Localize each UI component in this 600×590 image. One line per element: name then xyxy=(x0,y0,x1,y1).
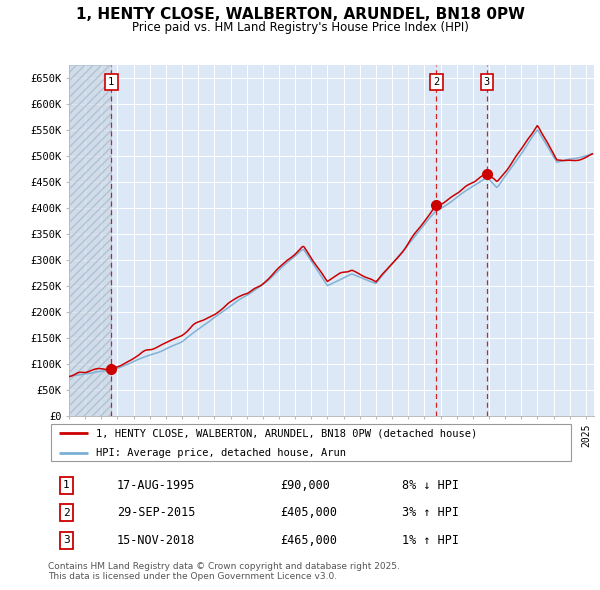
Text: HPI: Average price, detached house, Arun: HPI: Average price, detached house, Arun xyxy=(95,448,346,458)
Text: 15-NOV-2018: 15-NOV-2018 xyxy=(116,533,195,546)
Text: 3: 3 xyxy=(484,77,490,87)
Text: Price paid vs. HM Land Registry's House Price Index (HPI): Price paid vs. HM Land Registry's House … xyxy=(131,21,469,34)
Text: Contains HM Land Registry data © Crown copyright and database right 2025.
This d: Contains HM Land Registry data © Crown c… xyxy=(48,562,400,581)
Text: 1, HENTY CLOSE, WALBERTON, ARUNDEL, BN18 0PW: 1, HENTY CLOSE, WALBERTON, ARUNDEL, BN18… xyxy=(76,7,524,22)
Text: £90,000: £90,000 xyxy=(280,478,330,491)
Text: 8% ↓ HPI: 8% ↓ HPI xyxy=(402,478,459,491)
Text: 1% ↑ HPI: 1% ↑ HPI xyxy=(402,533,459,546)
Text: 3% ↑ HPI: 3% ↑ HPI xyxy=(402,506,459,519)
Text: £405,000: £405,000 xyxy=(280,506,337,519)
Text: 1: 1 xyxy=(108,77,115,87)
Text: £465,000: £465,000 xyxy=(280,533,337,546)
Bar xyxy=(69,65,112,416)
Text: 29-SEP-2015: 29-SEP-2015 xyxy=(116,506,195,519)
Text: 3: 3 xyxy=(63,535,70,545)
Text: 2: 2 xyxy=(433,77,440,87)
Text: 1, HENTY CLOSE, WALBERTON, ARUNDEL, BN18 0PW (detached house): 1, HENTY CLOSE, WALBERTON, ARUNDEL, BN18… xyxy=(95,428,477,438)
Bar xyxy=(69,65,112,416)
Text: 17-AUG-1995: 17-AUG-1995 xyxy=(116,478,195,491)
FancyBboxPatch shape xyxy=(50,424,571,461)
Text: 2: 2 xyxy=(63,507,70,517)
Text: 1: 1 xyxy=(63,480,70,490)
